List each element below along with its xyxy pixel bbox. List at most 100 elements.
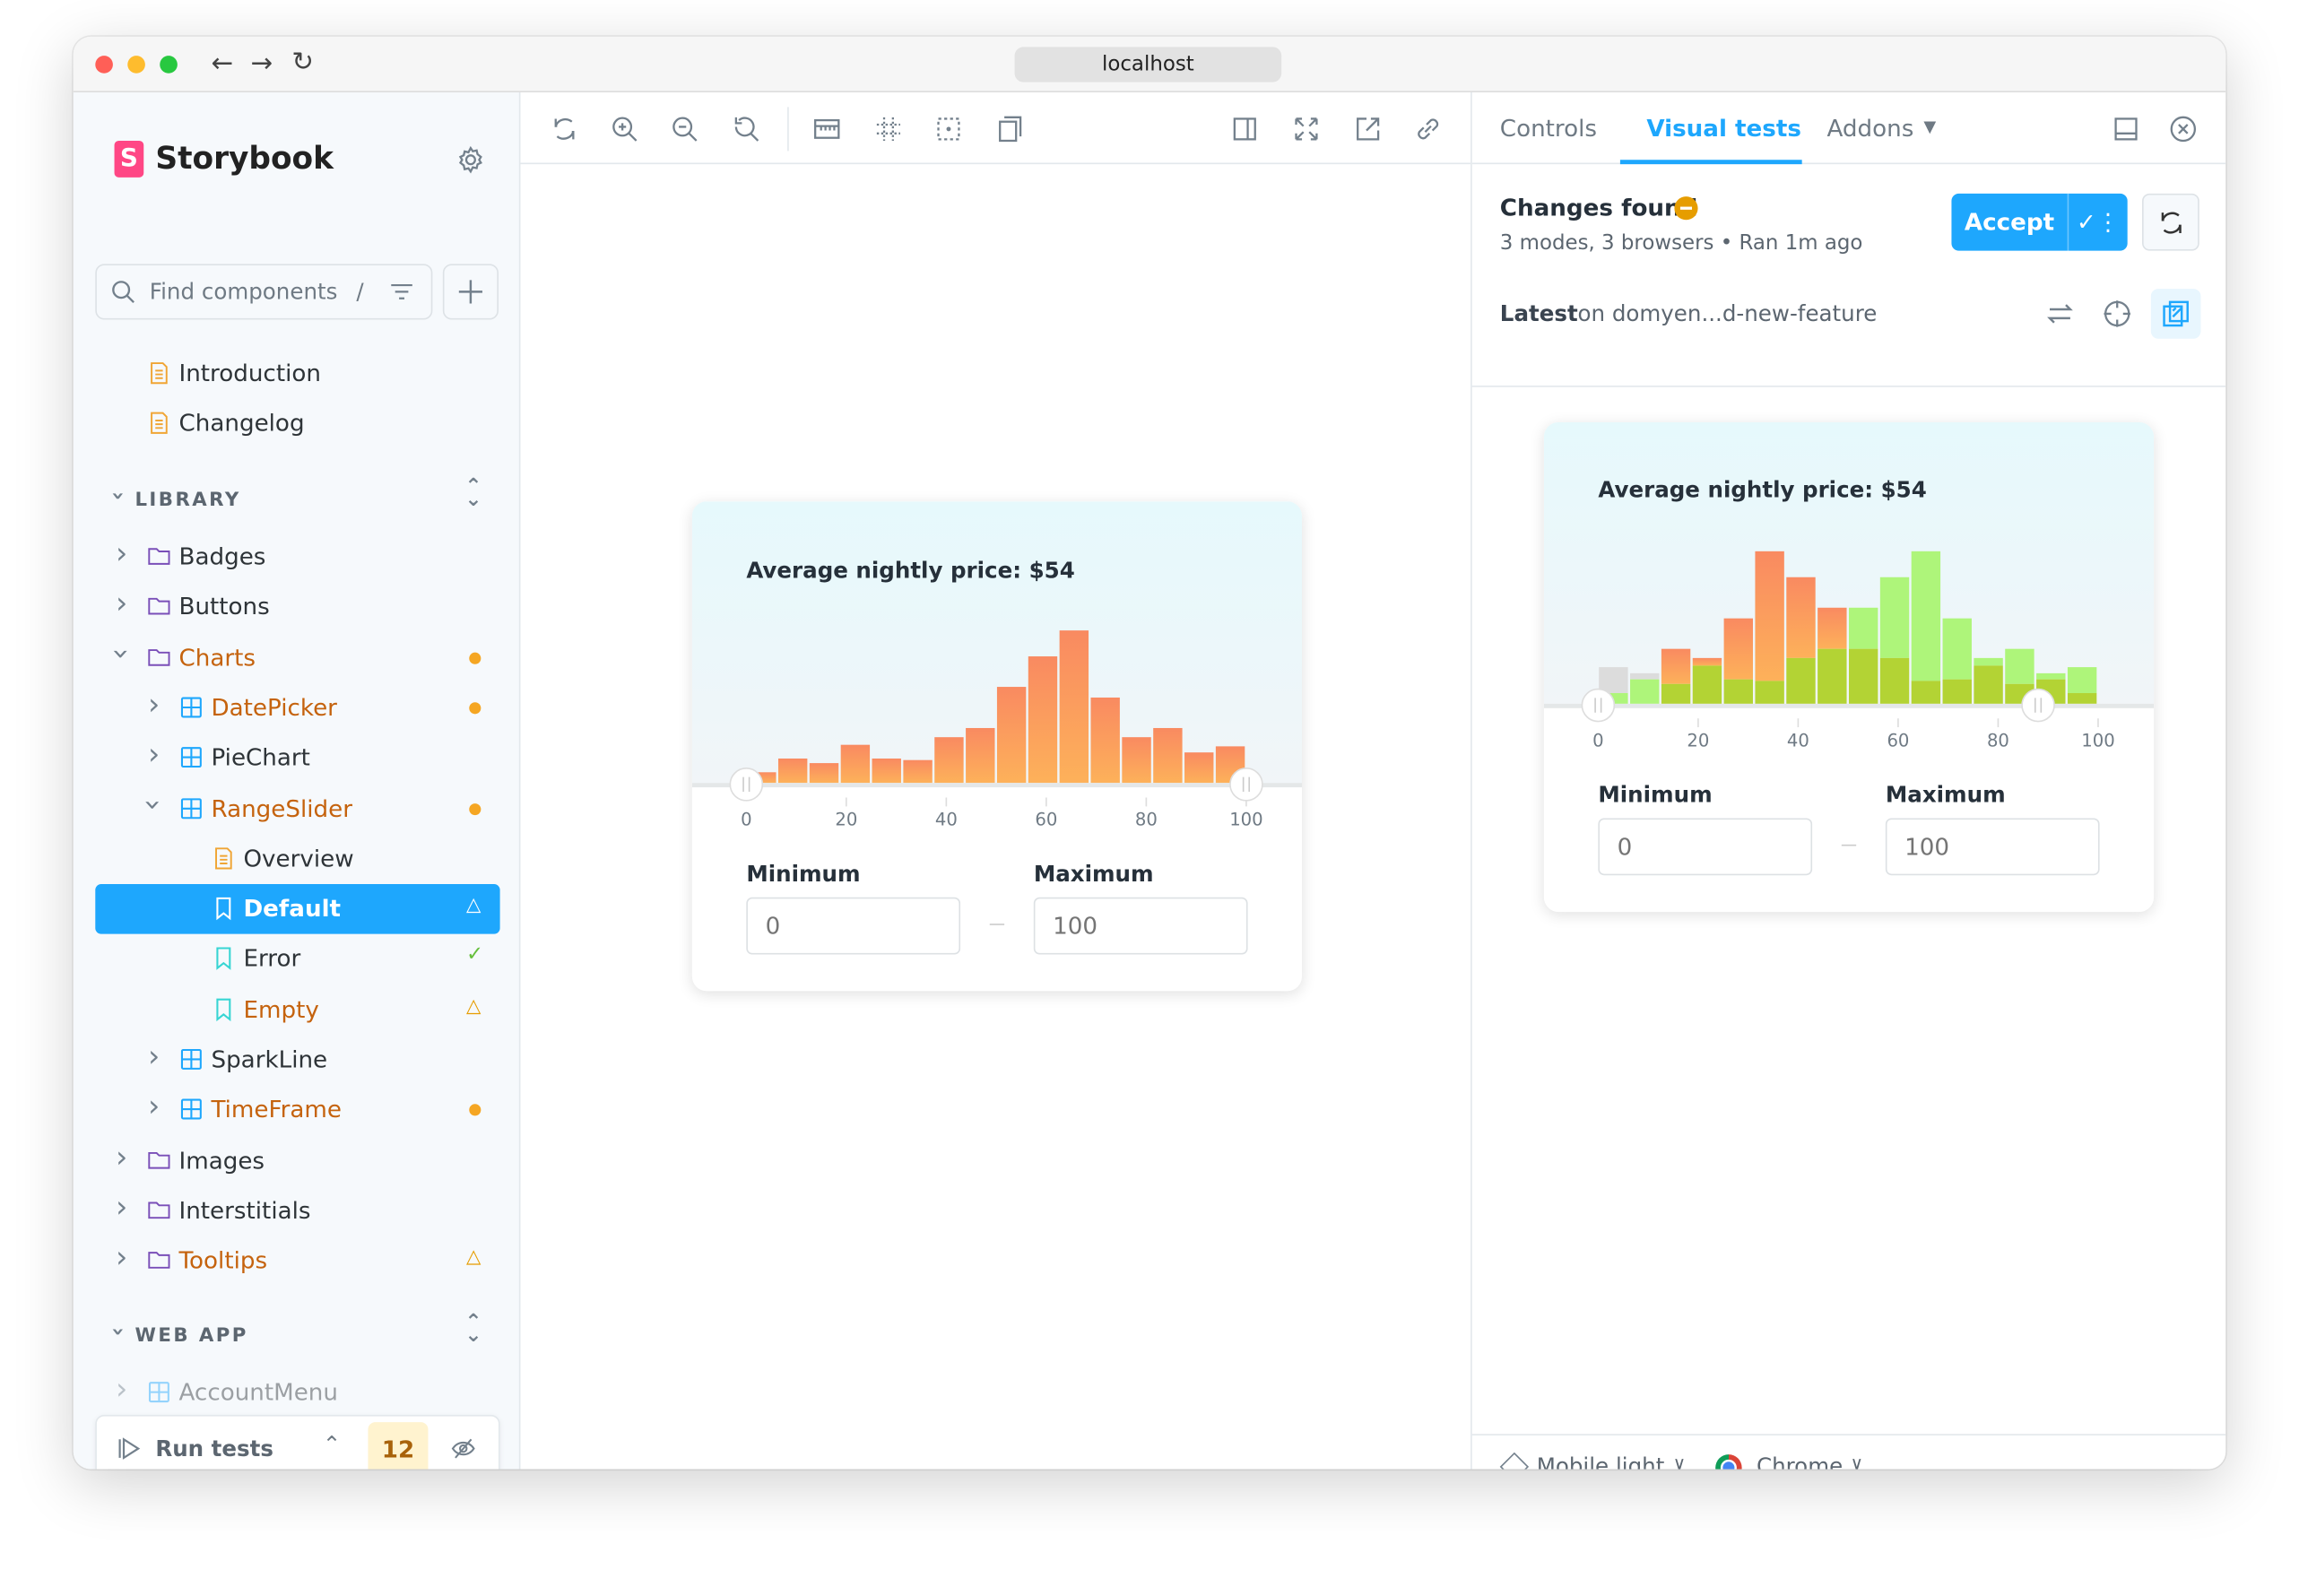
chevron-right-icon[interactable]: › — [116, 585, 128, 621]
sidebar-item-overview[interactable]: Overview — [74, 834, 519, 884]
chevron-down-icon[interactable]: › — [136, 798, 172, 811]
sidebar-item-sparkline[interactable]: › SparkLine — [74, 1035, 519, 1085]
sidebar-alt-icon[interactable] — [1230, 115, 1260, 144]
accept-button[interactable]: Accept — [1951, 193, 2069, 251]
sync-icon[interactable] — [550, 115, 579, 144]
address-bar[interactable]: localhost — [1014, 47, 1282, 82]
sidebar-item-piechart[interactable]: › PieChart — [74, 733, 519, 784]
tab-visual-tests[interactable]: Visual tests — [1646, 114, 1801, 143]
sidebar-item-rangeslider[interactable]: › RangeSlider — [74, 784, 519, 834]
panel-position-icon[interactable] — [2112, 115, 2141, 144]
search-input[interactable]: Find components / — [95, 264, 433, 320]
diff-bar-base — [1630, 679, 1660, 704]
slider-track[interactable] — [1543, 703, 2155, 708]
grid-icon[interactable] — [874, 115, 904, 144]
sidebar-item-changelog[interactable]: Changelog — [74, 399, 519, 449]
chevron-right-icon[interactable]: › — [148, 1037, 160, 1073]
run-tests-button[interactable]: Run tests — [155, 1435, 273, 1462]
section-title: WEB APP — [134, 1325, 248, 1348]
forward-arrow-icon[interactable]: → — [250, 48, 273, 80]
sidebar-item-charts[interactable]: › Charts — [74, 633, 519, 683]
histogram-bar — [1059, 630, 1089, 784]
diff-bar-top — [1848, 607, 1878, 649]
changed-dot-icon — [469, 802, 481, 815]
slider-min-handle[interactable] — [1581, 688, 1616, 723]
zoom-out-icon[interactable] — [670, 115, 699, 144]
diff-bar-base — [1692, 665, 1722, 704]
chevron-right-icon[interactable]: › — [116, 534, 128, 571]
viewport-icon[interactable] — [995, 115, 1025, 144]
fullscreen-icon[interactable] — [1292, 115, 1322, 144]
sidebar-item-interstitials[interactable]: › Interstitials — [74, 1186, 519, 1236]
chevron-right-icon[interactable]: › — [116, 1188, 128, 1225]
chevron-down-icon[interactable]: › — [104, 647, 140, 660]
slider-max-handle[interactable] — [1229, 768, 1263, 802]
sidebar-item-introduction[interactable]: Introduction — [74, 349, 519, 399]
filter-icon[interactable] — [388, 279, 414, 305]
chevron-right-icon[interactable]: › — [116, 1138, 128, 1175]
maximum-input[interactable] — [1033, 897, 1248, 955]
histogram-bar — [934, 737, 964, 784]
switch-compare-icon[interactable] — [2045, 299, 2075, 329]
story-icon — [211, 896, 236, 921]
doc-icon — [147, 411, 172, 436]
sidebar-item-timeframe[interactable]: › TimeFrame — [74, 1086, 519, 1136]
x-tick-label: 40 — [1787, 730, 1809, 750]
sync-icon — [2156, 208, 2186, 238]
sidebar-item-datepicker[interactable]: › DatePicker — [74, 683, 519, 733]
expand-collapse-icon[interactable]: ⌃ ⌄ — [464, 1310, 484, 1348]
caret-down-icon[interactable]: ▼ — [1923, 117, 1937, 137]
slider-min-handle[interactable] — [729, 768, 764, 802]
add-component-button[interactable] — [442, 264, 499, 320]
slider-max-handle[interactable] — [2021, 688, 2055, 723]
hide-icon[interactable] — [450, 1436, 476, 1462]
close-panel-icon[interactable] — [2168, 115, 2198, 144]
accept-options-icon[interactable]: ✓⋮ — [2076, 208, 2121, 237]
reload-icon[interactable]: ↻ — [291, 47, 315, 78]
sidebar-item-tooltips[interactable]: › Tooltips △ — [74, 1236, 519, 1287]
rerun-tests-button[interactable] — [2142, 193, 2199, 251]
sidebar-item-default[interactable]: Default △ — [95, 884, 500, 934]
diff-toggle-button[interactable] — [2150, 289, 2201, 339]
expand-collapse-icon[interactable]: ⌃ ⌄ — [464, 474, 484, 512]
status-title: Changes found — [1499, 193, 1698, 221]
zoom-window-button[interactable] — [160, 56, 178, 74]
sidebar-item-images[interactable]: › Images — [74, 1136, 519, 1186]
sidebar-item-buttons[interactable]: › Buttons — [74, 583, 519, 633]
ruler-icon[interactable] — [812, 115, 842, 144]
diff-bar-top — [1755, 551, 1784, 681]
outline-icon[interactable] — [934, 115, 964, 144]
minimize-window-button[interactable] — [127, 56, 145, 74]
x-tick-label: 20 — [1687, 730, 1709, 750]
diff-bar-base — [1911, 681, 1941, 704]
chevron-up-icon[interactable]: ⌃ — [322, 1430, 342, 1458]
story-icon — [211, 946, 236, 971]
minimum-input[interactable] — [746, 897, 961, 955]
link-icon[interactable] — [1413, 115, 1443, 144]
sidebar-item-badges[interactable]: › Badges — [74, 533, 519, 583]
chart-title: Average nightly price: $54 — [746, 557, 1075, 584]
folder-icon — [147, 1248, 172, 1273]
sidebar-item-accountmenu[interactable]: › AccountMenu — [74, 1368, 519, 1418]
sidebar-item-error[interactable]: Error ✓ — [74, 934, 519, 984]
slider-track[interactable] — [691, 783, 1303, 788]
settings-gear-icon[interactable] — [456, 145, 486, 175]
back-arrow-icon[interactable]: ← — [211, 48, 234, 80]
close-window-button[interactable] — [95, 56, 113, 74]
tab-controls[interactable]: Controls — [1499, 114, 1598, 143]
chevron-right-icon[interactable]: › — [148, 686, 160, 722]
sidebar-item-empty[interactable]: Empty △ — [74, 984, 519, 1035]
section-title: LIBRARY — [134, 490, 241, 512]
warning-count-badge[interactable]: 12 — [368, 1422, 429, 1470]
zoom-reset-icon[interactable] — [732, 115, 761, 144]
zoom-in-icon[interactable] — [610, 115, 639, 144]
chevron-right-icon[interactable]: › — [116, 1239, 128, 1275]
chevron-right-icon[interactable]: › — [148, 736, 160, 772]
tab-addons[interactable]: Addons — [1826, 114, 1914, 143]
folder-icon — [147, 1148, 172, 1173]
focus-crosshair-icon[interactable] — [2103, 299, 2132, 329]
chevron-right-icon[interactable]: › — [148, 1088, 160, 1124]
changed-dot-icon — [469, 651, 481, 664]
chevron-right-icon[interactable]: › — [116, 1370, 128, 1407]
share-icon[interactable] — [1353, 115, 1383, 144]
